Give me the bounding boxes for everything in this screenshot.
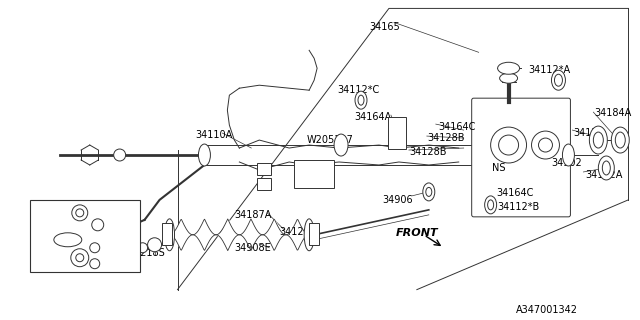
Text: 34165: 34165 bbox=[369, 22, 400, 32]
Circle shape bbox=[92, 219, 104, 231]
Ellipse shape bbox=[500, 73, 518, 83]
Text: 34902: 34902 bbox=[552, 158, 582, 168]
Circle shape bbox=[76, 254, 84, 262]
Text: 34130: 34130 bbox=[573, 128, 604, 138]
FancyBboxPatch shape bbox=[30, 200, 140, 272]
FancyBboxPatch shape bbox=[309, 223, 319, 245]
Circle shape bbox=[491, 127, 527, 163]
Text: 34182A: 34182A bbox=[586, 170, 623, 180]
FancyBboxPatch shape bbox=[294, 160, 334, 188]
Circle shape bbox=[72, 205, 88, 221]
Ellipse shape bbox=[198, 144, 211, 166]
Text: 0218S: 0218S bbox=[134, 248, 165, 258]
FancyBboxPatch shape bbox=[257, 178, 271, 190]
FancyBboxPatch shape bbox=[257, 163, 271, 175]
Circle shape bbox=[148, 238, 161, 252]
Ellipse shape bbox=[554, 74, 563, 86]
Text: 34164C: 34164C bbox=[497, 188, 534, 198]
FancyBboxPatch shape bbox=[472, 98, 570, 217]
Circle shape bbox=[532, 131, 559, 159]
Ellipse shape bbox=[334, 134, 348, 156]
Ellipse shape bbox=[164, 219, 175, 251]
Text: A347001342: A347001342 bbox=[516, 305, 579, 315]
Ellipse shape bbox=[54, 233, 82, 247]
Ellipse shape bbox=[563, 144, 575, 166]
Text: 34128B: 34128B bbox=[427, 133, 464, 143]
Text: NS: NS bbox=[492, 163, 505, 173]
Ellipse shape bbox=[611, 127, 629, 153]
Circle shape bbox=[114, 149, 125, 161]
Text: 34128: 34128 bbox=[279, 227, 310, 237]
Circle shape bbox=[76, 209, 84, 217]
Ellipse shape bbox=[358, 95, 364, 105]
Text: 34187A: 34187A bbox=[234, 210, 272, 220]
Text: 34184A: 34184A bbox=[595, 108, 632, 118]
Ellipse shape bbox=[484, 196, 497, 214]
Text: 34161D: 34161D bbox=[52, 260, 90, 270]
Ellipse shape bbox=[552, 70, 565, 90]
Ellipse shape bbox=[498, 62, 520, 74]
Ellipse shape bbox=[602, 161, 611, 175]
Text: 34190J: 34190J bbox=[68, 205, 101, 215]
Circle shape bbox=[138, 243, 148, 253]
Text: 34112*B: 34112*B bbox=[498, 202, 540, 212]
Circle shape bbox=[538, 138, 552, 152]
Text: 34906: 34906 bbox=[382, 195, 413, 205]
Circle shape bbox=[71, 249, 89, 267]
Ellipse shape bbox=[304, 219, 314, 251]
Ellipse shape bbox=[598, 156, 614, 180]
Text: 34164A: 34164A bbox=[354, 112, 391, 122]
FancyBboxPatch shape bbox=[161, 223, 172, 245]
Ellipse shape bbox=[423, 183, 435, 201]
Ellipse shape bbox=[426, 188, 432, 196]
Text: W205127: W205127 bbox=[307, 135, 354, 145]
Ellipse shape bbox=[100, 256, 120, 266]
FancyBboxPatch shape bbox=[388, 117, 406, 149]
Text: FRONT: FRONT bbox=[396, 228, 438, 238]
Text: 34112*C: 34112*C bbox=[337, 85, 380, 95]
Text: 34908E: 34908E bbox=[234, 243, 271, 253]
Text: 34128B: 34128B bbox=[409, 147, 446, 157]
Ellipse shape bbox=[615, 132, 625, 148]
Circle shape bbox=[90, 259, 100, 269]
Text: <GREASE>: <GREASE> bbox=[52, 222, 108, 232]
Ellipse shape bbox=[355, 91, 367, 109]
Text: 34112*A: 34112*A bbox=[529, 65, 571, 75]
Text: 34110A: 34110A bbox=[195, 130, 233, 140]
Ellipse shape bbox=[589, 126, 607, 154]
Circle shape bbox=[90, 243, 100, 253]
Ellipse shape bbox=[488, 200, 493, 210]
Text: 34164C: 34164C bbox=[439, 122, 476, 132]
Ellipse shape bbox=[593, 132, 604, 148]
Circle shape bbox=[499, 135, 518, 155]
